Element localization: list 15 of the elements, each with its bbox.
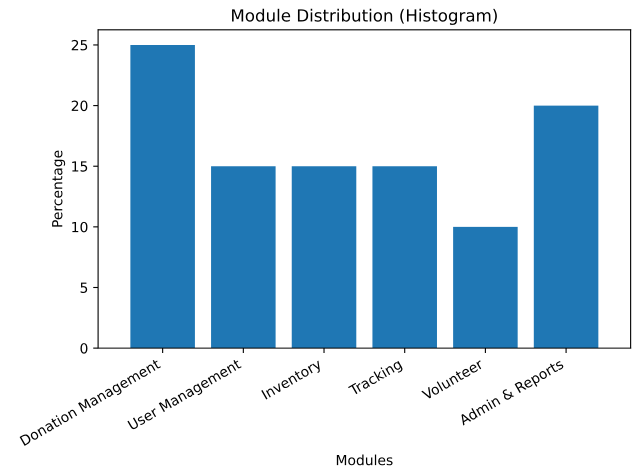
chart-title: Module Distribution (Histogram) <box>232 8 497 25</box>
x-axis-title: Modules <box>336 454 393 466</box>
y-tick-label: 15 <box>72 161 88 172</box>
y-tick-label: 5 <box>80 282 88 293</box>
bar <box>453 226 518 348</box>
y-tick-label: 20 <box>72 100 88 112</box>
y-tick-label: 0 <box>80 343 88 354</box>
bar <box>130 44 195 348</box>
y-tick-label: 25 <box>72 40 88 50</box>
bar <box>372 166 437 348</box>
bar <box>292 166 356 348</box>
bar <box>534 106 598 348</box>
y-axis-title: Percentage <box>52 150 66 227</box>
y-tick-label: 10 <box>72 222 88 232</box>
bar <box>211 166 276 348</box>
